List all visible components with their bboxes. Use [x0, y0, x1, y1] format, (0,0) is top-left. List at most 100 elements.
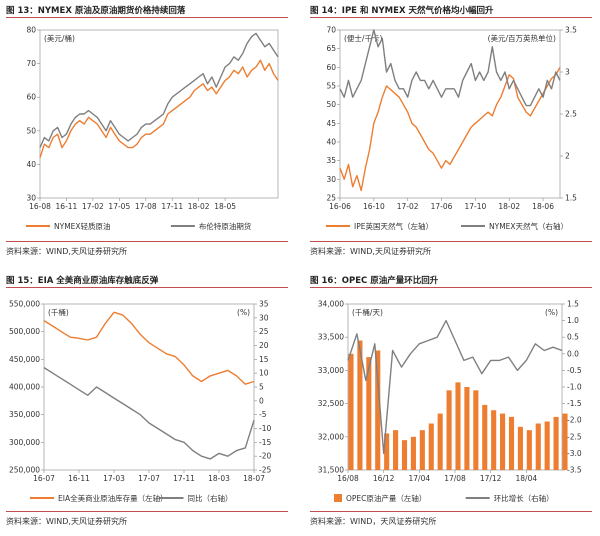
y-axis-label-left: (千桶/天): [352, 307, 383, 317]
y-tick-label-right: -5: [259, 410, 267, 419]
x-tick-label: 17-10: [464, 202, 486, 211]
y-tick-label-left: 55: [326, 82, 336, 91]
y-tick-label-left: 500,000: [9, 327, 40, 336]
x-tick-label: 17-05: [108, 202, 130, 211]
y-tick-label-left: 35: [326, 156, 336, 165]
y-tick-label-left: 70: [326, 26, 336, 35]
source-divider: [6, 511, 288, 512]
y-tick-label-left: 60: [326, 63, 336, 72]
x-tick-label: 17-08: [135, 202, 157, 211]
x-tick-label: 17-06: [431, 202, 453, 211]
x-tick-label: 16-11: [56, 202, 78, 211]
y-tick-label-left: 34,000: [318, 300, 344, 309]
x-tick-label: 17-07: [138, 474, 160, 483]
chart-inventory: 250,000 300,000 350,000 400,000 450,000 500,0…: [9, 300, 271, 504]
y-tick-label-right: 5: [259, 383, 264, 392]
y-tick-label-left: 30: [326, 175, 336, 184]
x-tick-label: 18/04: [516, 474, 538, 483]
series-line-secondary: [339, 29, 561, 107]
title-divider: [6, 17, 288, 18]
y-tick-label-right: 2: [565, 152, 570, 161]
y-tick-label-left: 45: [326, 119, 336, 128]
x-tick-label: 17/12: [480, 474, 502, 483]
y-tick-label-left: 33,500: [318, 333, 344, 342]
x-tick-label: 17/08: [444, 474, 466, 483]
y-tick-label-right: 15: [259, 355, 269, 364]
y-tick-label-right: 35: [259, 300, 269, 309]
bar: [437, 413, 443, 470]
bar: [562, 413, 568, 470]
bar: [419, 430, 425, 470]
title-divider: [310, 17, 592, 18]
plot-frame: [339, 29, 561, 199]
title-divider: [310, 287, 592, 288]
y-axis-label-right: (%): [237, 308, 250, 317]
series-line-secondary: [43, 367, 255, 460]
bar: [446, 390, 452, 470]
y-tick-label-right: -15: [259, 438, 271, 447]
series-line-primary: [339, 66, 561, 192]
x-tick-label: 16-08: [29, 202, 51, 211]
y-tick-label-right: 2.5: [565, 110, 577, 119]
bar: [553, 416, 559, 470]
y-tick-label-right: -20: [259, 452, 271, 461]
y-tick-label-left: 33,000: [318, 366, 344, 375]
x-tick-label: 18-03: [208, 474, 230, 483]
chart-gas-prices: 25 30 35 40 45 50 55 60 65 70 1.5 2 2.5 3 3.5 16-06 16-1…: [326, 26, 577, 231]
bar: [491, 410, 497, 470]
y-tick-label-right: -1.0: [567, 383, 582, 392]
y-tick-label-left: 40: [26, 160, 36, 169]
chart-title: 图 16：OPEC 原油产量环比回升: [310, 276, 439, 286]
x-tick-label: 16-11: [68, 474, 90, 483]
source-note: 资料来源：WIND,天风证券研究所: [6, 247, 127, 256]
y-tick-label-left: 250,000: [9, 466, 40, 475]
x-tick-label: 16/08: [337, 474, 359, 483]
x-tick-label: 17-02: [82, 202, 104, 211]
legend-label: NYMEX天然气（右轴）: [489, 221, 568, 231]
bar: [473, 390, 479, 470]
x-tick-label: 18-02: [498, 202, 520, 211]
x-tick-label: 18-02: [188, 202, 210, 211]
y-tick-label-right: -2.0: [567, 416, 582, 425]
bar: [384, 433, 390, 470]
series-line-secondary: [39, 32, 279, 148]
y-tick-label-left: 30: [26, 194, 36, 203]
y-tick-label-right: -3.0: [567, 449, 582, 458]
y-tick-label-right: 0.5: [567, 333, 579, 342]
y-tick-label-left: 50: [26, 126, 36, 135]
source-note: 资料来源：WIND，天风证券研究所: [310, 517, 437, 526]
bar: [393, 430, 399, 470]
y-tick-label-right: 1.5: [567, 300, 579, 309]
y-tick-label-right: -25: [259, 466, 271, 475]
title-divider: [6, 287, 288, 288]
bar: [401, 440, 408, 470]
bar: [500, 413, 506, 470]
y-tick-label-right: 3.5: [565, 26, 577, 35]
y-axis-label-left: (便士/千卡): [344, 33, 382, 43]
y-tick-label-right: -2.5: [567, 432, 582, 441]
legend-label: NYMEX轻质原油: [54, 221, 111, 231]
chart-oil-prices: 30 40 50 60 70 80 16-08 16-11 17-02 17-05 17-08 17-…: [26, 26, 279, 231]
y-tick-label-right: 3: [565, 68, 570, 77]
legend-label: 布伦特原油期货: [199, 221, 252, 231]
x-tick-label: 18-06: [532, 202, 554, 211]
y-tick-label-left: 50: [326, 100, 336, 109]
legend-label: EIA全美商业原油库存量（左轴）: [58, 493, 168, 503]
y-axis-label-right: (%): [545, 308, 558, 317]
y-tick-label-left: 400,000: [9, 383, 40, 392]
x-tick-label: 17/04: [409, 474, 431, 483]
x-tick-label: 18-05: [214, 202, 236, 211]
plot-frame: [39, 29, 279, 199]
panel-eia-inventory: 图 15：EIA 全美商业原油库存触底反弹 250,000 300,000 350,…: [0, 270, 292, 536]
y-tick-label-right: -3.5: [567, 466, 582, 475]
y-tick-label-left: 70: [26, 59, 36, 68]
y-tick-label-right: 30: [259, 313, 269, 322]
legend-label: 环比增长（右轴）: [494, 493, 554, 503]
bar: [517, 426, 523, 470]
y-tick-label-left: 450,000: [9, 355, 40, 364]
y-tick-label-right: 1.5: [565, 194, 577, 203]
y-tick-label-right: -1.5: [567, 399, 582, 408]
y-tick-label-left: 32,000: [318, 432, 344, 441]
source-divider: [6, 241, 288, 242]
y-tick-label-right: 25: [259, 327, 269, 336]
